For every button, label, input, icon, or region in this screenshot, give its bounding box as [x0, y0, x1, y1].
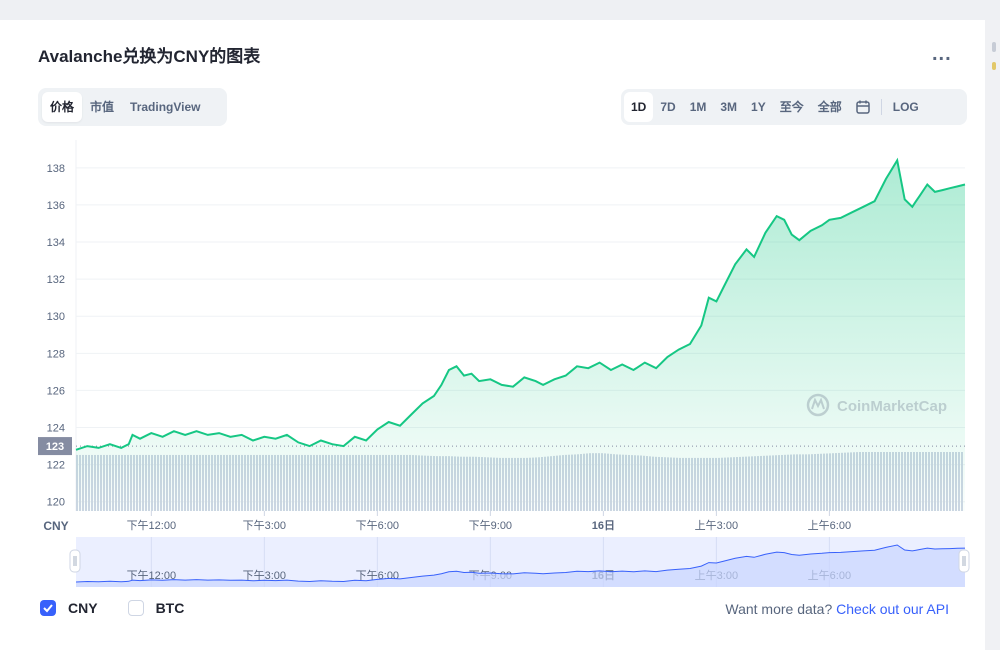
x-axis-ticks: 下午12:00 下午3:00 下午6:00 下午9:00 16日 上午3:00 上午6:00 [127, 511, 851, 532]
range-1d-button[interactable]: 1D [624, 92, 654, 122]
current-price-tag: 123 [38, 437, 72, 456]
time-range-selector: 1D 7D 1M 3M 1Y 至今 全部 LOG [621, 89, 967, 125]
cny-label: CNY [68, 600, 98, 616]
api-link[interactable]: Check out our API [836, 601, 949, 617]
y-tick-label: 134 [47, 237, 65, 249]
watermark-text: CoinMarketCap [837, 398, 947, 415]
chart-type-tabs: 价格 市值 TradingView [38, 88, 227, 126]
range-3m-button[interactable]: 3M [720, 100, 738, 114]
series-legend: CNY BTC [40, 600, 184, 616]
x-tick-label: 下午6:00 [356, 519, 399, 532]
y-tick-label: 130 [47, 311, 65, 323]
range-1y-button[interactable]: 1Y [751, 100, 766, 114]
api-promo-text: Want more data? [725, 601, 833, 617]
y-tick-label: 126 [47, 385, 65, 397]
y-tick-label: 132 [47, 274, 65, 286]
y-tick-label: 124 [47, 423, 65, 435]
price-chart[interactable]: 120 122 124 126 128 130 132 134 136 138 CoinMarke… [0, 20, 985, 650]
range-divider [880, 99, 882, 115]
navigator-tick-label: 下午3:00 [243, 569, 286, 582]
x-tick-label: 上午3:00 [695, 519, 738, 532]
navigator-line [75, 544, 966, 583]
range-ytd-button[interactable]: 至今 [779, 100, 804, 114]
navigator-right-handle[interactable] [958, 549, 970, 573]
x-tick-label: 上午6:00 [808, 519, 851, 532]
calendar-icon [856, 100, 870, 114]
top-strip [0, 0, 1000, 20]
range-all-button[interactable]: 全部 [817, 100, 842, 114]
calendar-button[interactable] [849, 92, 877, 122]
navigator-left-handle[interactable] [69, 549, 81, 573]
check-icon [43, 604, 53, 613]
more-options-button[interactable]: ... [932, 43, 952, 65]
y-tick-label: 122 [47, 460, 65, 472]
y-axis-ticks: 120 122 124 126 128 130 132 134 136 138 [47, 163, 65, 509]
y-tick-label: 138 [47, 163, 65, 175]
y-tick-label: 136 [47, 200, 65, 212]
current-price-label: 123 [46, 441, 64, 453]
price-line-series [75, 157, 966, 451]
coinmarketcap-watermark: CoinMarketCap [806, 393, 947, 417]
log-scale-button[interactable]: LOG [892, 100, 919, 114]
navigator-tick-label: 下午12:00 [127, 569, 177, 582]
price-chart-card: Avalanche兑换为CNY的图表 ... 价格 市值 TradingView… [0, 20, 985, 650]
x-tick-label: 下午9:00 [469, 519, 512, 532]
tab-price[interactable]: 价格 [42, 92, 83, 122]
adjacent-card-accent [992, 62, 996, 70]
api-promo: Want more data? Check out our API [725, 601, 949, 617]
x-tick-label: 下午3:00 [243, 519, 286, 532]
adjacent-card-edge [992, 42, 996, 52]
tab-tradingview[interactable]: TradingView [130, 100, 201, 114]
y-tick-label: 120 [47, 497, 65, 509]
range-7d-button[interactable]: 7D [660, 100, 676, 114]
range-1m-button[interactable]: 1M [689, 100, 707, 114]
cny-checkbox[interactable] [40, 600, 56, 616]
btc-checkbox[interactable] [127, 600, 144, 616]
price-area [76, 160, 965, 511]
navigator-area [76, 545, 965, 587]
btc-label: BTC [155, 600, 185, 616]
currency-axis-label: CNY [43, 519, 68, 533]
y-tick-label: 128 [47, 348, 65, 360]
chart-title: Avalanche兑换为CNY的图表 [38, 47, 261, 66]
x-tick-label: 下午12:00 [127, 519, 177, 532]
tab-market-cap[interactable]: 市值 [90, 100, 115, 114]
x-tick-label: 16日 [592, 519, 615, 532]
